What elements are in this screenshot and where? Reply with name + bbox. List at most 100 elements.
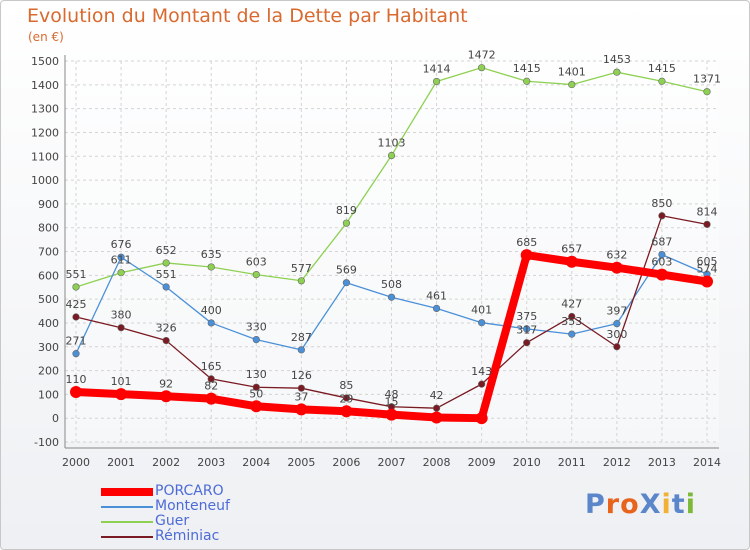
data-point-reminiac bbox=[342, 394, 351, 402]
data-label-porcaro: 82 bbox=[204, 380, 218, 393]
data-label-monteneuf: 676 bbox=[111, 238, 132, 251]
data-label-monteneuf: 330 bbox=[246, 321, 267, 334]
x-tick-label: 2000 bbox=[62, 456, 90, 469]
data-point-porcaro bbox=[385, 408, 398, 421]
data-label-porcaro: 632 bbox=[606, 249, 627, 262]
data-label-monteneuf: 287 bbox=[291, 331, 312, 344]
data-point-monteneuf bbox=[478, 319, 486, 327]
logo-letter: r bbox=[605, 489, 621, 520]
x-tick-label: 2010 bbox=[513, 456, 541, 469]
data-point-porcaro bbox=[701, 275, 713, 288]
data-label-monteneuf: 353 bbox=[561, 315, 582, 328]
data-label-guer: 1415 bbox=[513, 62, 541, 75]
data-label-reminiac: 380 bbox=[111, 309, 132, 322]
data-point-monteneuf bbox=[72, 350, 80, 358]
data-point-guer bbox=[117, 269, 125, 277]
data-label-porcaro: 603 bbox=[651, 256, 672, 269]
x-tick-label: 2013 bbox=[648, 456, 676, 469]
data-point-porcaro bbox=[340, 405, 353, 418]
data-point-reminiac bbox=[703, 220, 711, 228]
data-point-reminiac bbox=[432, 404, 441, 412]
data-point-guer bbox=[613, 68, 621, 76]
data-point-guer bbox=[568, 80, 576, 89]
data-point-porcaro bbox=[430, 411, 443, 424]
data-point-monteneuf bbox=[162, 283, 170, 291]
data-label-guer: 1371 bbox=[693, 73, 721, 86]
data-label-monteneuf: 508 bbox=[381, 278, 402, 291]
data-label-monteneuf: 397 bbox=[606, 305, 627, 318]
legend-label-porcaro: PORCARO bbox=[155, 483, 224, 499]
data-label-reminiac: 165 bbox=[201, 360, 222, 373]
data-label-guer: 1472 bbox=[468, 49, 496, 62]
data-label-porcaro: 574 bbox=[697, 263, 718, 276]
data-label-monteneuf: 401 bbox=[471, 304, 492, 317]
data-labels: 551 611 652 635 603 577 819 1103 1414 1472 1415 140… bbox=[66, 49, 722, 409]
legend-label-guer: Guer bbox=[155, 513, 190, 529]
data-label-reminiac: 427 bbox=[561, 298, 582, 311]
data-label-monteneuf: 569 bbox=[336, 264, 357, 277]
data-point-porcaro bbox=[160, 390, 173, 403]
y-tick-label: 200 bbox=[38, 365, 59, 378]
series-lines bbox=[70, 64, 713, 425]
y-tick-label: 300 bbox=[38, 341, 59, 354]
data-point-porcaro bbox=[610, 261, 623, 274]
y-tick-label: 600 bbox=[38, 269, 59, 282]
y-tick-label: 500 bbox=[38, 293, 59, 306]
logo-letter: o bbox=[620, 489, 640, 520]
x-tick-label: 2008 bbox=[423, 456, 451, 469]
data-label-reminiac: 126 bbox=[291, 369, 312, 382]
data-point-guer bbox=[658, 77, 666, 85]
data-point-porcaro bbox=[205, 392, 218, 405]
y-tick-label: 1100 bbox=[31, 150, 59, 163]
data-point-guer bbox=[478, 64, 486, 72]
data-label-guer: 1414 bbox=[423, 62, 451, 75]
chart-title: Evolution du Montant de la Dette par Hab… bbox=[27, 5, 468, 27]
data-label-guer: 1103 bbox=[378, 137, 406, 150]
data-point-monteneuf bbox=[252, 336, 260, 344]
legend-swatch-porcaro bbox=[101, 488, 153, 496]
data-point-reminiac bbox=[162, 336, 170, 345]
data-label-monteneuf: 271 bbox=[66, 335, 87, 348]
y-tick-label: 1000 bbox=[31, 174, 59, 187]
data-label-porcaro: 101 bbox=[111, 375, 132, 388]
data-point-monteneuf bbox=[297, 346, 305, 354]
logo-letter: i bbox=[685, 489, 696, 520]
data-point-reminiac bbox=[252, 383, 260, 391]
x-tick-label: 2005 bbox=[287, 456, 315, 469]
data-point-porcaro bbox=[250, 400, 263, 413]
data-point-monteneuf bbox=[117, 253, 125, 261]
y-axis-unit: (en €) bbox=[28, 30, 64, 44]
x-tick-label: 2001 bbox=[107, 456, 135, 469]
data-point-reminiac bbox=[72, 313, 80, 321]
x-tick-label: 2004 bbox=[242, 456, 270, 469]
data-label-guer: 635 bbox=[201, 248, 222, 261]
data-point-reminiac bbox=[478, 380, 486, 388]
y-tick-label: 1200 bbox=[31, 126, 59, 139]
data-label-guer: 551 bbox=[66, 268, 87, 281]
data-label-monteneuf: 551 bbox=[156, 268, 177, 281]
data-label-reminiac: 130 bbox=[246, 368, 267, 381]
x-tick-label: 2007 bbox=[378, 456, 406, 469]
data-label-porcaro: 657 bbox=[561, 243, 582, 256]
data-point-guer bbox=[162, 259, 170, 267]
y-tick-label: 800 bbox=[38, 222, 59, 235]
y-tick-label: 100 bbox=[38, 388, 59, 401]
x-tick-label: 2003 bbox=[197, 456, 225, 469]
data-label-porcaro: 15 bbox=[385, 396, 399, 409]
data-point-monteneuf bbox=[658, 250, 666, 259]
data-point-monteneuf bbox=[523, 325, 531, 333]
data-label-monteneuf: 375 bbox=[516, 310, 537, 323]
data-point-porcaro bbox=[70, 385, 82, 398]
data-point-guer bbox=[252, 270, 260, 279]
y-tick-label: 700 bbox=[38, 246, 59, 259]
x-tick-label: 2002 bbox=[152, 456, 180, 469]
data-label-reminiac: 300 bbox=[606, 328, 627, 341]
y-tick-label: -100 bbox=[34, 436, 59, 449]
data-label-guer: 1401 bbox=[558, 66, 586, 79]
legend-swatch-guer bbox=[101, 521, 153, 523]
data-label-reminiac: 48 bbox=[385, 388, 399, 401]
data-point-reminiac bbox=[117, 324, 125, 332]
data-label-porcaro: 92 bbox=[159, 377, 173, 390]
data-point-reminiac bbox=[523, 339, 531, 347]
